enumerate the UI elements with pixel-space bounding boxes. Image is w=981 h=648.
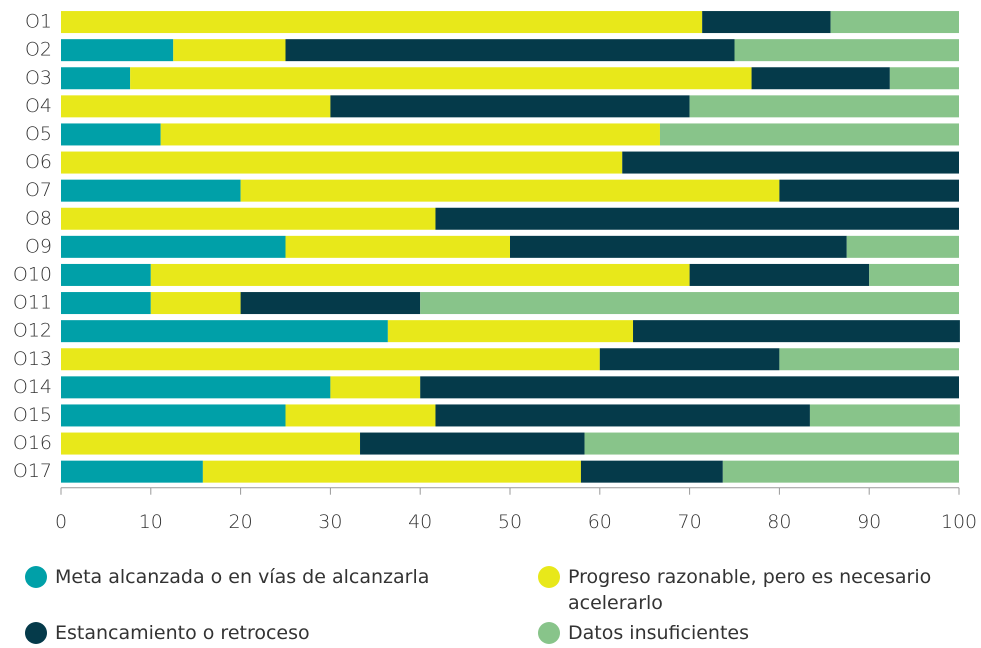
y-tick-label: O10 — [13, 263, 52, 285]
bar-segment — [61, 67, 131, 90]
bar-segment — [779, 179, 959, 202]
bar-segment — [173, 39, 286, 62]
bar-segment — [330, 95, 690, 118]
bar-segment — [889, 67, 959, 90]
bar-segment — [722, 460, 959, 483]
bar-segment — [285, 39, 735, 62]
y-tick-label: O13 — [13, 348, 52, 370]
y-tick-label: O1 — [25, 11, 52, 33]
bar-segment — [779, 348, 959, 371]
legend-label: Datos insuficientes — [568, 622, 750, 644]
x-tick-label: 70 — [678, 511, 702, 533]
y-tick-label: O3 — [25, 67, 52, 89]
legend-swatch — [25, 622, 47, 644]
y-tick-label: O16 — [13, 432, 52, 454]
bar-segment — [240, 292, 421, 315]
bar-segment — [61, 432, 361, 455]
y-tick-label: O9 — [25, 235, 52, 257]
bar-segment — [61, 235, 286, 258]
bar-segment — [633, 320, 960, 343]
bar-segment — [61, 460, 203, 483]
bar-segment — [160, 123, 660, 146]
bar-segment — [580, 460, 723, 483]
y-tick-label: O7 — [25, 179, 52, 201]
bar-segment — [61, 263, 151, 286]
bar-segment — [846, 235, 959, 258]
legend-label: Estancamiento o retroceso — [55, 622, 310, 644]
bar-segment — [61, 292, 151, 315]
x-tick-label: 40 — [408, 511, 432, 533]
bar-segment — [599, 348, 780, 371]
legend-label: Progreso razonable, pero es necesario ac… — [568, 566, 932, 614]
bar-segment — [61, 151, 623, 174]
bar-segment — [150, 263, 690, 286]
bar-segment — [61, 348, 600, 371]
y-tick-label: O2 — [25, 39, 52, 61]
legend-item: Meta alcanzada o en vías de alcanzarla — [25, 564, 445, 590]
bar-segment — [130, 67, 752, 90]
x-tick-label: 0 — [55, 511, 67, 533]
bar-segment — [751, 67, 890, 90]
bar-segment — [420, 292, 959, 315]
legend-item: Progreso razonable, pero es necesario ac… — [538, 564, 958, 616]
x-tick-label: 80 — [767, 511, 791, 533]
legend-label: Meta alcanzada o en vías de alcanzarla — [55, 566, 430, 588]
bar-segment — [435, 207, 959, 230]
bar-segment — [61, 39, 174, 62]
y-tick-label: O5 — [25, 123, 52, 145]
bar-segment — [61, 404, 286, 427]
y-tick-label: O8 — [25, 207, 52, 229]
bar-segment — [61, 179, 241, 202]
bar-segment — [240, 179, 780, 202]
bar-segment — [809, 404, 960, 427]
x-tick-label: 10 — [139, 511, 163, 533]
legend-swatch — [538, 622, 560, 644]
y-tick-label: O6 — [25, 151, 52, 173]
bar-segment — [61, 320, 388, 343]
bar-segment — [830, 11, 959, 34]
bar-segment — [202, 460, 581, 483]
bar-segment — [285, 404, 436, 427]
bar-segment — [689, 263, 870, 286]
legend-swatch — [538, 566, 560, 588]
legend-item: Datos insuficientes — [538, 620, 958, 646]
y-tick-label: O11 — [13, 292, 52, 314]
bar-segment — [285, 235, 510, 258]
bar-segment — [659, 123, 959, 146]
y-tick-label: O15 — [13, 404, 52, 426]
bar-segment — [510, 235, 847, 258]
bar-segment — [869, 263, 959, 286]
bar-segment — [584, 432, 959, 455]
y-tick-label: O4 — [25, 95, 52, 117]
x-tick-label: 30 — [318, 511, 342, 533]
bar-segment — [689, 95, 959, 118]
bar-segment — [435, 404, 810, 427]
bar-segment — [622, 151, 959, 174]
bar-segment — [702, 11, 831, 34]
y-tick-label: O12 — [13, 320, 52, 342]
bar-segment — [420, 376, 959, 399]
bar-segment — [61, 207, 436, 230]
x-tick-label: 60 — [588, 511, 612, 533]
bar-segment — [61, 376, 331, 399]
bar-segment — [330, 376, 421, 399]
legend-swatch — [25, 566, 47, 588]
x-tick-label: 100 — [941, 511, 977, 533]
x-tick-label: 90 — [857, 511, 881, 533]
bar-segment — [360, 432, 585, 455]
bar-segment — [61, 123, 161, 146]
bar-segment — [387, 320, 634, 343]
chart: O1 O2 O3 O4 O5 O6 O7 O8 O9 O10 O11 O12 O13 O14 O15 O16 O… — [13, 11, 977, 534]
bar-segment — [61, 95, 331, 118]
y-tick-label: O14 — [13, 376, 52, 398]
bar-segment — [150, 292, 241, 315]
y-tick-label: O17 — [13, 460, 52, 482]
bar-segment — [734, 39, 959, 62]
x-tick-label: 50 — [498, 511, 522, 533]
bar-segment — [61, 11, 703, 34]
legend-item: Estancamiento o retroceso — [25, 620, 445, 646]
x-tick-label: 20 — [229, 511, 253, 533]
